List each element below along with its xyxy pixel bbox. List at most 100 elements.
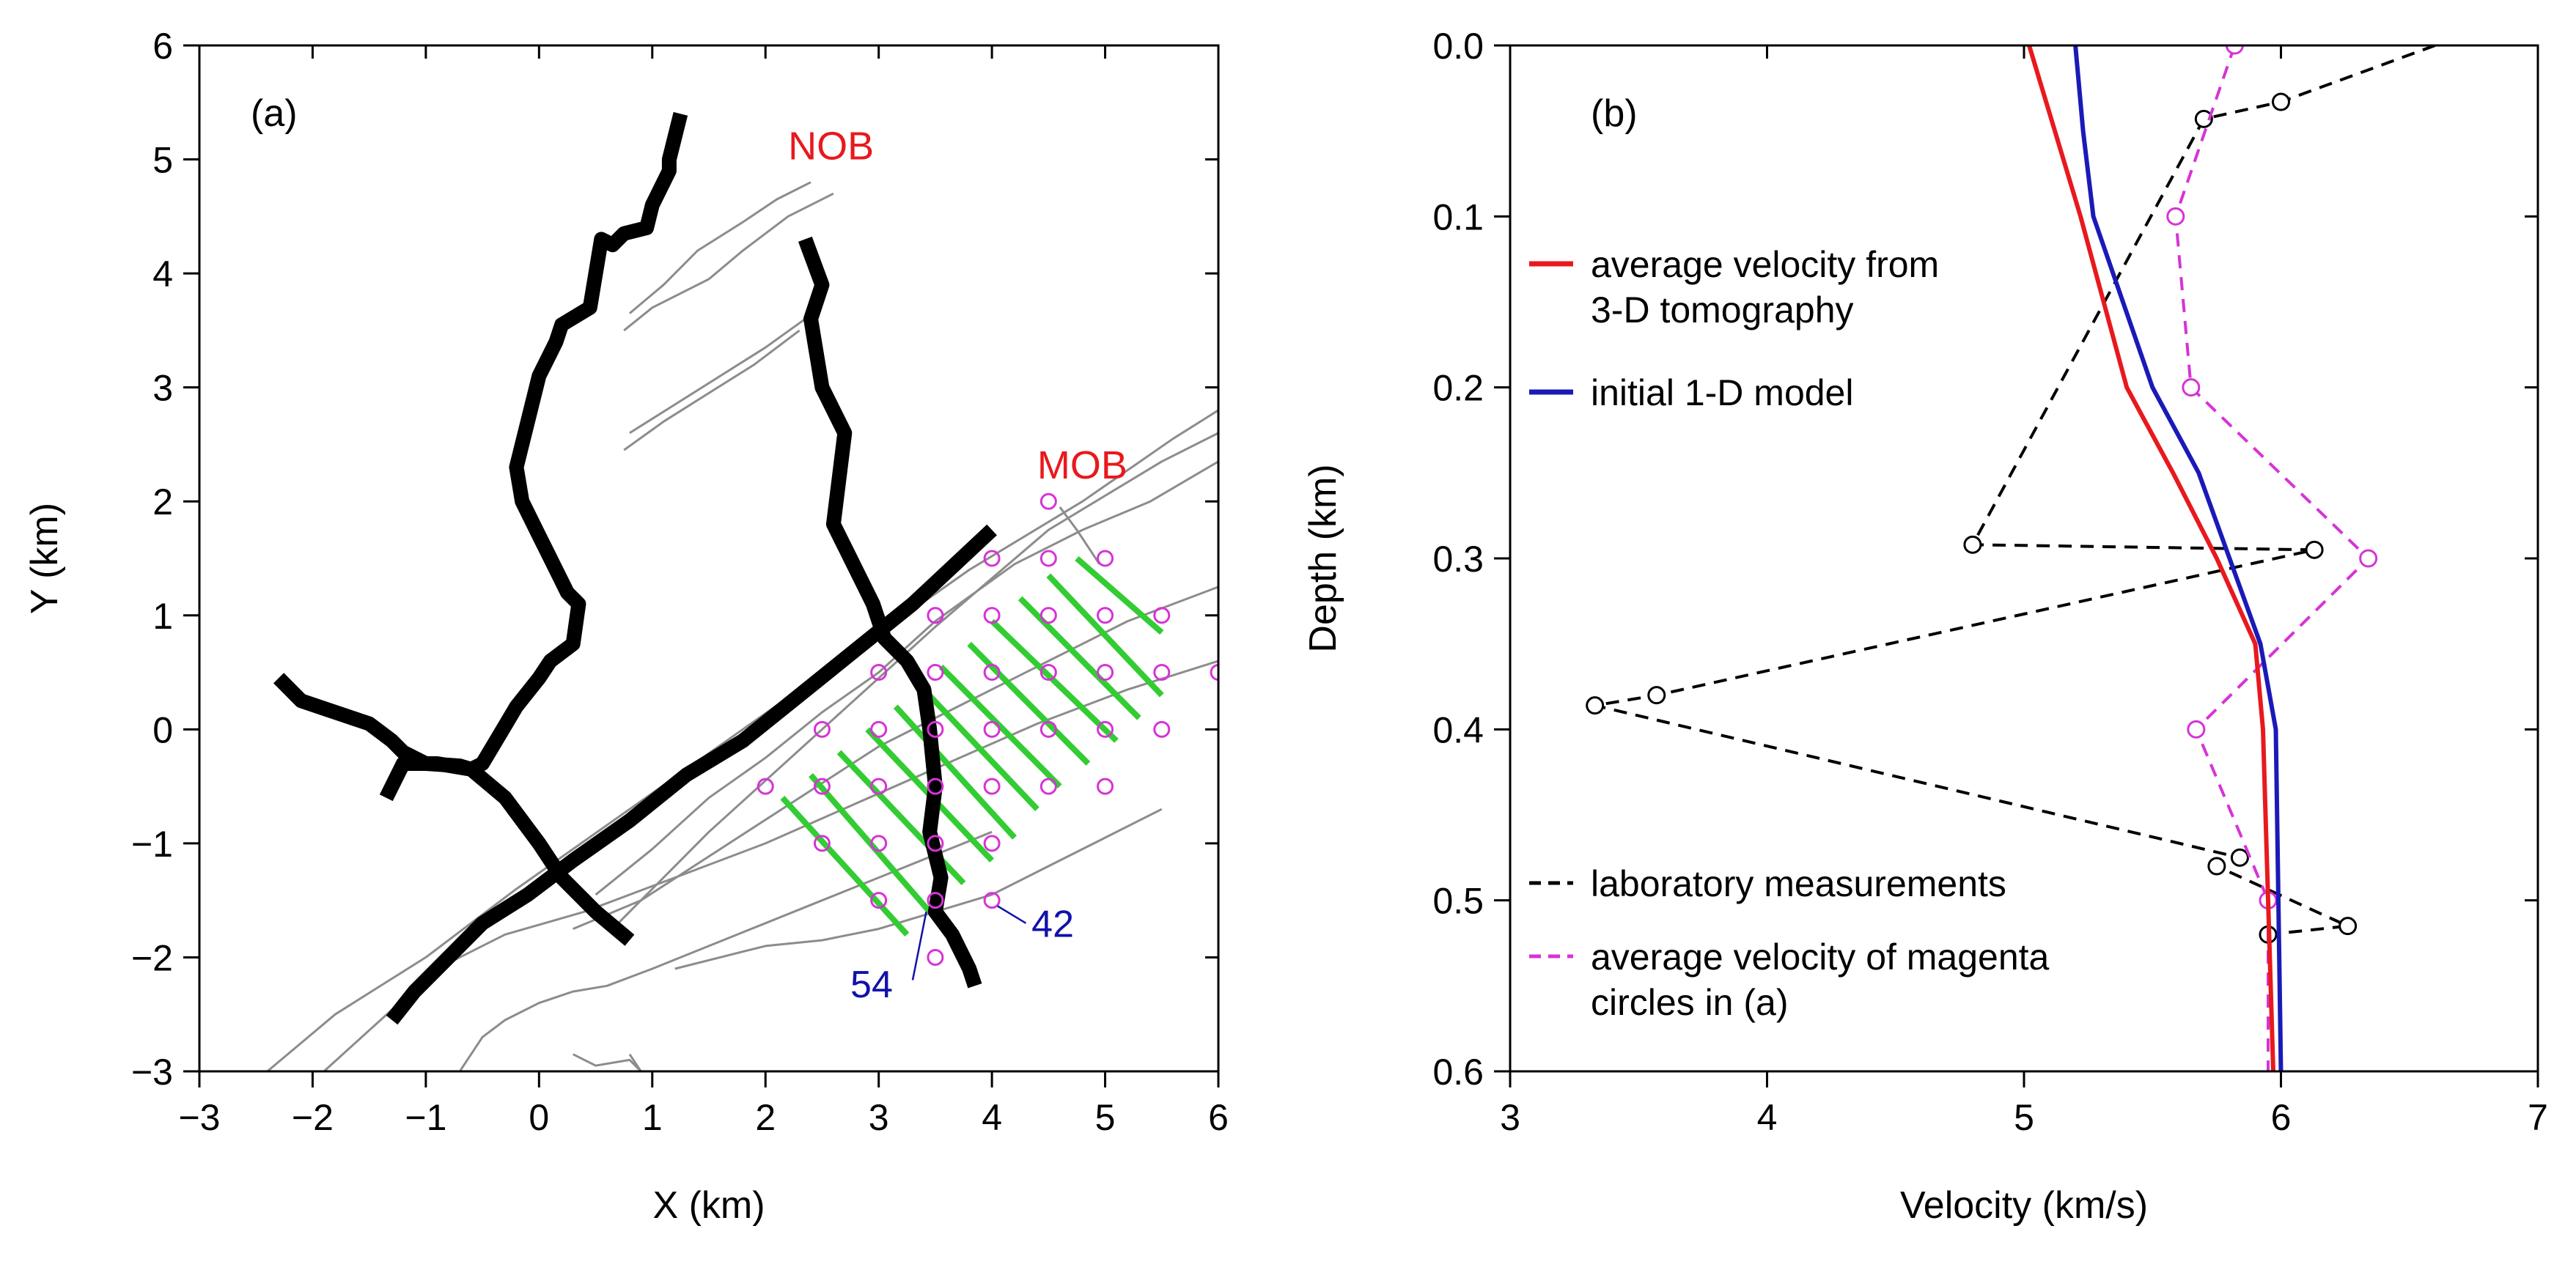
magenta-circle — [870, 835, 888, 852]
magenta-circle — [1153, 720, 1171, 738]
legend-label-0: 3-D tomography — [1591, 289, 1854, 330]
y-tick-label: 0.1 — [1432, 196, 1484, 237]
magenta-circle — [927, 720, 944, 738]
panel-a-map: −3 −2 −1 0 1 2 3 4 5 6 −3 −2 −1 0 1 2 3 4 5 6 X (km) Y (km) (a… — [23, 26, 1229, 1227]
x-tick-label: −3 — [178, 1097, 220, 1138]
profile-line-5 — [916, 681, 1039, 811]
legend-label-2: laboratory measurements — [1591, 863, 2006, 904]
profile-line-11 — [1075, 555, 1164, 635]
magenta-circle — [813, 835, 831, 852]
magenta-circle — [983, 550, 1001, 567]
series-line-1 — [2073, 45, 2284, 1071]
annotation-3: 54 — [850, 964, 893, 1006]
x-tick-label: 6 — [1208, 1097, 1229, 1138]
magenta-circle — [983, 607, 1001, 624]
legend-label-3: circles in (a) — [1591, 982, 1788, 1023]
magenta-circle — [1210, 664, 1218, 681]
magenta-circle — [927, 835, 944, 852]
magenta-circle — [1039, 777, 1057, 795]
magenta-circle — [927, 892, 944, 909]
x-tick-label: 1 — [642, 1097, 663, 1138]
geology-boundary-11 — [573, 1053, 642, 1071]
magenta-circle — [813, 777, 831, 795]
series-marker-3 — [2225, 45, 2244, 55]
geology-boundary-0 — [628, 181, 812, 314]
y-tick-label: 0.3 — [1432, 539, 1484, 580]
magenta-circle — [870, 720, 888, 738]
geology-boundary-1 — [623, 192, 834, 332]
geology-boundary-10 — [674, 808, 1163, 970]
magenta-circle — [927, 948, 944, 966]
plot-a-frame — [198, 44, 1220, 1073]
magenta-circle — [983, 664, 1001, 681]
x-axis-label: Velocity (km/s) — [1900, 1184, 2148, 1227]
magenta-circle — [983, 777, 1001, 795]
y-tick-label: 0.0 — [1432, 26, 1484, 67]
magenta-circle — [983, 892, 1001, 909]
panel-b-label: (b) — [1591, 92, 1638, 135]
geology-boundary-4 — [611, 432, 1218, 930]
magenta-circle — [870, 664, 888, 681]
x-axis-label: X (km) — [652, 1184, 765, 1227]
y-tick-label: 1 — [152, 596, 173, 637]
profile-line-0 — [780, 796, 910, 937]
magenta-circle — [757, 777, 774, 795]
geology-boundary-6 — [595, 460, 1218, 896]
magenta-circle — [927, 607, 944, 624]
geology-boundary-5 — [266, 409, 1218, 1071]
profile-line-9 — [1017, 596, 1141, 720]
annotation-2: 42 — [1031, 903, 1074, 945]
tunnel-line-2 — [386, 524, 997, 1025]
magenta-circle — [1097, 720, 1114, 738]
magenta-circle — [1039, 492, 1057, 510]
y-tick-label: 4 — [152, 254, 173, 295]
x-tick-label: 3 — [1500, 1097, 1520, 1138]
series-marker-2 — [2230, 848, 2249, 867]
magenta-circle — [1153, 607, 1171, 624]
x-tick-label: 7 — [2528, 1097, 2548, 1138]
geology-boundary-9 — [458, 830, 993, 1071]
y-tick-label: 2 — [152, 481, 173, 522]
y-tick-label: −1 — [131, 824, 173, 865]
profile-line-10 — [1046, 573, 1164, 698]
magenta-circle — [1097, 607, 1114, 624]
series-line-0 — [2027, 45, 2275, 1071]
magenta-circle — [1153, 664, 1171, 681]
series-marker-3 — [2166, 207, 2185, 226]
magenta-circle — [1039, 550, 1057, 567]
series-marker-2 — [2272, 92, 2290, 111]
x-tick-label: 5 — [1095, 1097, 1116, 1138]
x-tick-label: −1 — [405, 1097, 446, 1138]
label-42-leader — [997, 905, 1027, 924]
series-marker-2 — [2305, 540, 2324, 559]
series-marker-2 — [1586, 696, 1605, 715]
x-tick-label: 2 — [755, 1097, 776, 1138]
label-54-leader — [911, 911, 927, 980]
magenta-circle — [1039, 607, 1057, 624]
series-line-3 — [2174, 45, 2370, 1071]
profile-line-1 — [808, 772, 932, 914]
series-marker-2 — [1647, 686, 1666, 705]
geology-boundary-3 — [623, 329, 801, 451]
series-marker-3 — [2182, 378, 2201, 397]
x-tick-label: −2 — [292, 1097, 334, 1138]
x-tick-label: 4 — [982, 1097, 1002, 1138]
magenta-circle — [927, 664, 944, 681]
y-axis-label: Depth (km) — [1302, 464, 1344, 652]
y-tick-label: 0.2 — [1432, 368, 1484, 409]
series-marker-2 — [2338, 917, 2358, 936]
x-tick-label: 0 — [529, 1097, 549, 1138]
plot-b-area — [1586, 45, 2436, 1071]
profile-line-6 — [938, 664, 1062, 788]
series-marker-2 — [2194, 109, 2213, 128]
y-tick-label: 6 — [152, 26, 173, 67]
profile-line-4 — [893, 704, 1017, 840]
magenta-circle — [813, 720, 831, 738]
y-tick-label: 3 — [152, 368, 173, 409]
series-marker-3 — [2187, 720, 2206, 739]
annotation-1: MOB — [1037, 443, 1127, 487]
magenta-circle — [1039, 720, 1057, 738]
magenta-circle — [1097, 664, 1114, 681]
x-tick-label: 3 — [869, 1097, 889, 1138]
